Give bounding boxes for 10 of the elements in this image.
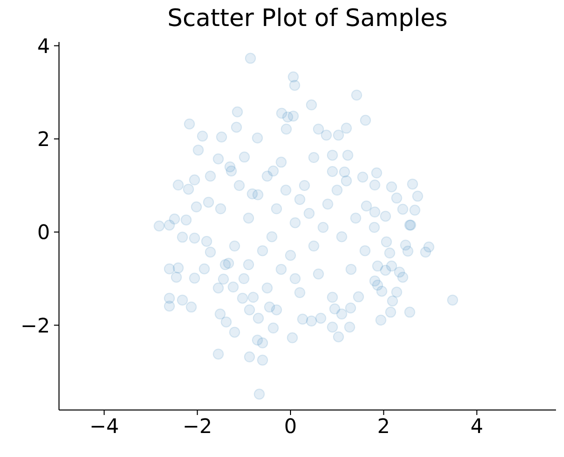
y-tick-label: −2 bbox=[20, 313, 50, 338]
x-tick-label: −2 bbox=[182, 414, 212, 438]
x-tick-label: 4 bbox=[470, 414, 484, 438]
x-tick-label: 2 bbox=[377, 414, 390, 438]
x-tick-label: −4 bbox=[89, 414, 119, 438]
y-tick-label: 0 bbox=[37, 220, 50, 244]
chart-title: Scatter Plot of Samples bbox=[166, 4, 449, 32]
y-tick-label: 4 bbox=[37, 34, 50, 58]
y-tick-label: 2 bbox=[37, 126, 50, 151]
x-tick-label: 0 bbox=[284, 414, 297, 438]
